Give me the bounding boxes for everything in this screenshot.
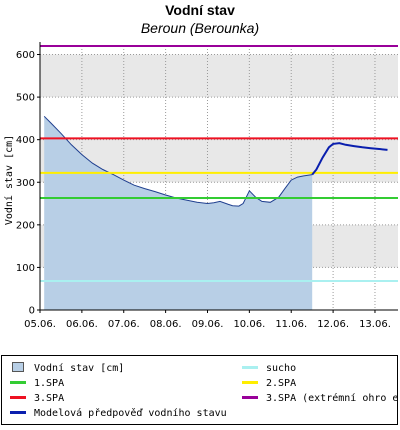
forecast-line [311,142,388,176]
chart-subtitle: Beroun (Berounka) [140,20,260,36]
forecast-path [311,142,388,176]
y-tick-label-200: 200 [16,220,35,231]
water-level-fill [44,116,313,310]
band-500 [40,54,398,98]
legend-item-water-level: Vodní stav [cm] [10,362,124,376]
legend-swatch-sucho [242,365,258,369]
legend-item-2spa: 2.SPA [242,377,296,391]
axes [39,42,398,311]
x-tick-label-4: 09.06. [192,319,224,330]
water-level-edge [43,115,313,207]
y-tick-label-400: 400 [16,135,35,146]
y-tick-labels: 0 100 200 300 400 500 600 [16,50,40,317]
legend-item-forecast: Modelová předpověď vodního stavu [10,407,227,421]
x-tick-label-6: 11.06. [275,319,307,330]
water-level-chart: 0 100 200 300 400 500 600 05.06. 06.06. 07.06. 08… [3,42,398,330]
legend-label-3spa: 3.SPA [34,393,65,404]
legend-label-water-level: Vodní stav [cm] [34,363,125,374]
x-tick-label-5: 10.06. [233,319,265,330]
y-tick-label-300: 300 [16,178,35,189]
x-tick-label-2: 07.06. [108,319,140,330]
legend-swatch-3spa-extreme [242,395,258,399]
x-tick-label-8: 13.06. [359,319,391,330]
chart-title: Vodní stav [165,2,235,18]
threshold-lines [40,45,398,283]
water-level-area [43,115,313,310]
y-axis-label: Vodní stav [cm] [3,135,15,225]
legend-swatch-2spa [242,380,258,384]
legend-label-2spa: 2.SPA [266,378,297,389]
legend-label-3spa-extreme: 3.SPA (extrémní ohro e [266,393,398,404]
legend-swatch-forecast [10,410,26,414]
y-tick-label-0: 0 [29,306,35,317]
legend-swatch-water-level [12,362,24,372]
x-tick-labels: 05.06. 06.06. 07.06. 08.06. 09.06. 10.06. 11.0… [24,310,391,330]
y-tick-label-500: 500 [16,93,35,104]
legend-swatch-1spa [10,380,26,384]
legend-label-1spa: 1.SPA [34,378,65,389]
legend-item-sucho: sucho [242,362,296,376]
chart-legend: Vodní stav [cm] sucho 1.SPA 2.SPA 3.SPA … [1,355,398,425]
legend-label-forecast: Modelová předpověď vodního stavu [34,408,227,419]
legend-item-1spa: 1.SPA [10,377,64,391]
legend-item-3spa-extreme: 3.SPA (extrémní ohro e [242,392,398,406]
legend-swatch-3spa [10,395,26,399]
y-tick-label-100: 100 [16,263,35,274]
x-tick-label-1: 06.06. [66,319,98,330]
x-tick-label-3: 08.06. [150,319,182,330]
legend-item-3spa: 3.SPA [10,392,64,406]
x-tick-label-7: 12.06. [317,319,349,330]
y-tick-label-600: 600 [16,50,35,61]
legend-label-sucho: sucho [266,363,297,374]
x-tick-label-0: 05.06. [24,319,56,330]
